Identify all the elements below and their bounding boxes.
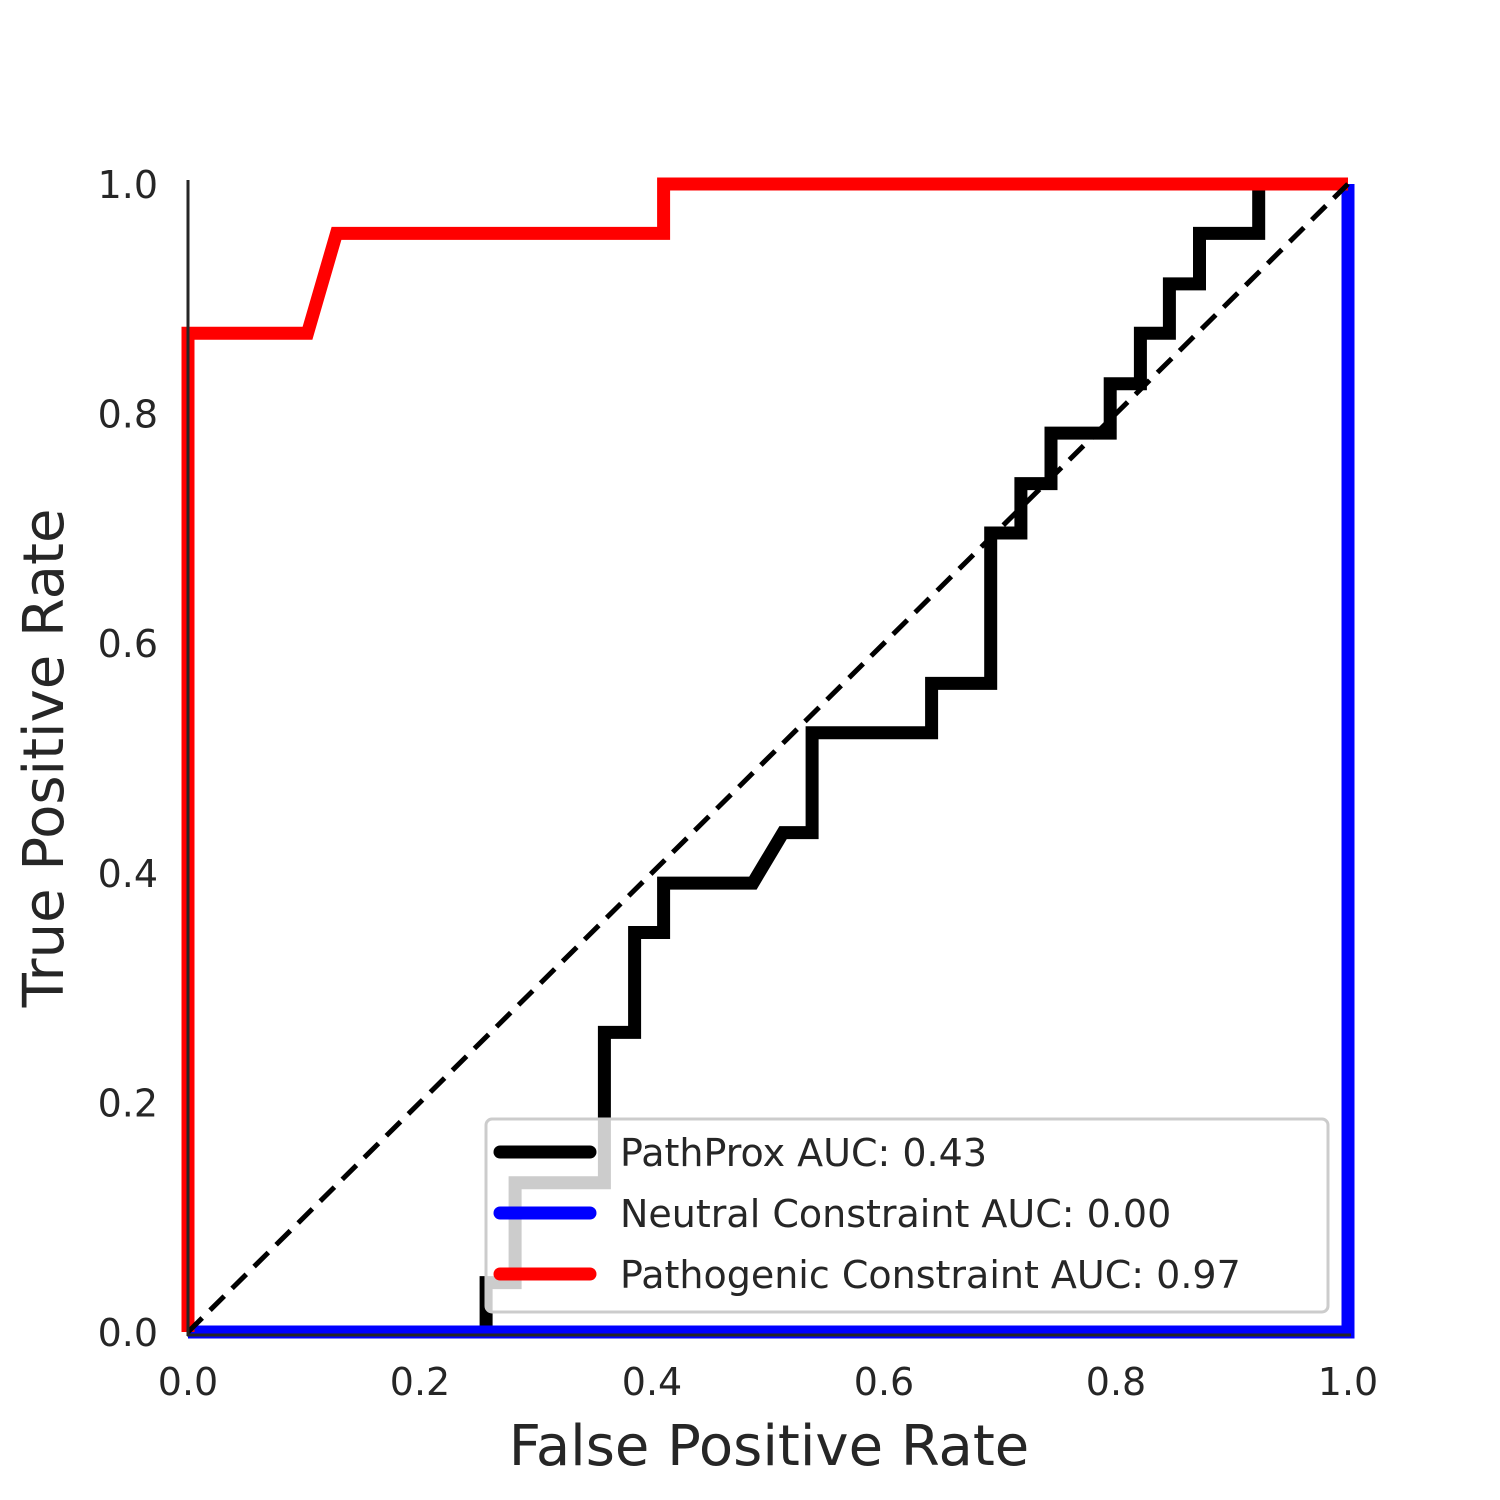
y-tick-label: 0.4 [98, 852, 158, 896]
x-tick-label: 0.6 [854, 1360, 914, 1404]
x-axis-label: False Positive Rate [509, 1414, 1029, 1479]
series-line-1 [188, 184, 1355, 1339]
diagonal-reference-line [186, 182, 1350, 1334]
y-axis-label: True Positive Rate [12, 509, 77, 1009]
x-tick-label: 0.4 [622, 1360, 682, 1404]
legend-box [484, 1117, 1330, 1314]
legend: PathProx AUC: 0.43 Neutral Constraint AUC… [484, 1117, 1330, 1314]
legend-entry-label: Pathogenic Constraint AUC: 0.97 [620, 1253, 1241, 1297]
legend-entry-label: Neutral Constraint AUC: 0.00 [620, 1192, 1171, 1236]
x-tick-label: 0.2 [390, 1360, 450, 1404]
y-tick-labels: 0.0 0.2 0.4 0.6 0.8 1.0 [98, 163, 158, 1355]
y-tick-label: 0.6 [98, 622, 158, 666]
x-tick-labels: 0.0 0.2 0.4 0.6 0.8 1.0 [158, 1360, 1378, 1404]
x-tick-label: 0.0 [158, 1360, 218, 1404]
legend-entry-label: PathProx AUC: 0.43 [620, 1131, 987, 1175]
series-line-0 [479, 184, 1266, 1332]
axes [186, 180, 1351, 1337]
y-tick-label: 0.2 [98, 1081, 158, 1125]
x-tick-label: 1.0 [1318, 1360, 1378, 1404]
x-tick-label: 0.8 [1086, 1360, 1146, 1404]
y-tick-label: 1.0 [98, 163, 158, 207]
y-tick-label: 0.8 [98, 393, 158, 437]
y-tick-label: 0.0 [98, 1311, 158, 1355]
